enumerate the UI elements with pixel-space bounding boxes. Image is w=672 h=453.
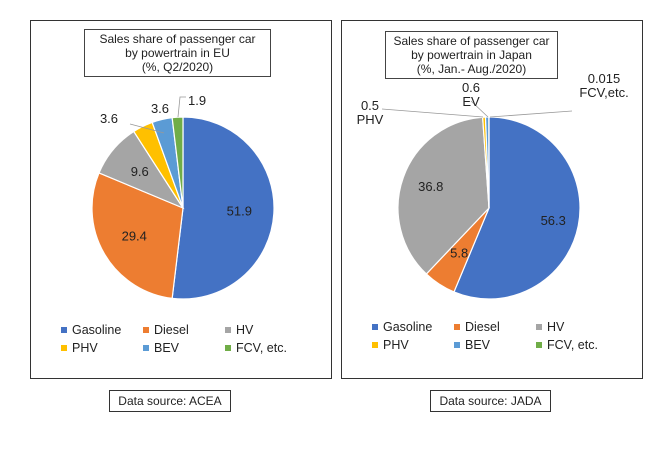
legend-label: HV [236, 323, 254, 337]
legend-item: HV [536, 320, 618, 334]
legend-row: Gasoline Diesel HV [61, 321, 307, 339]
data-label: 56.3 [541, 213, 566, 228]
pie-slice-fcv-etc [171, 116, 184, 209]
legend-swatch [454, 324, 460, 330]
legend-swatch [372, 342, 378, 348]
chart-title-line: Sales share of passenger car [393, 34, 550, 48]
leader-line [129, 123, 165, 134]
data-label: 0.6 EV [462, 80, 480, 109]
legend-eu: Gasoline Diesel HV PHV BEV FCV, etc. [61, 321, 307, 357]
pie-slice-hv [397, 116, 490, 275]
data-source-eu: Data source: ACEA [109, 390, 231, 412]
legend-label: PHV [72, 341, 98, 355]
pie-chart-eu: 51.9 29.4 9.6 3.6 3.6 1.9 [91, 93, 275, 300]
data-label: 1.9 [188, 93, 206, 108]
legend-label: Diesel [465, 320, 500, 334]
legend-label: FCV, etc. [236, 341, 287, 355]
chart-title-line: Sales share of passenger car [99, 32, 256, 46]
data-label: 5.8 [450, 246, 468, 261]
legend-item: Gasoline [61, 323, 143, 337]
pie-chart-japan: 56.3 5.8 36.8 0.5 PHV 0.6 EV 0.015 FCV,etc. [357, 71, 629, 300]
pie-slice-diesel [91, 172, 184, 300]
legend-swatch [372, 324, 378, 330]
legend-item: Gasoline [372, 320, 454, 334]
legend-item: FCV, etc. [225, 341, 307, 355]
legend-label: Gasoline [72, 323, 122, 337]
legend-label: BEV [465, 338, 491, 352]
legend-label: Gasoline [383, 320, 433, 334]
data-label: 3.6 [151, 101, 169, 116]
legend-swatch [225, 345, 231, 351]
chart-title-eu: Sales share of passenger car by powertra… [84, 29, 271, 77]
chart-title-line: by powertrain in EU [125, 46, 230, 60]
legend-swatch [61, 345, 67, 351]
chart-title-line: by powertrain in Japan [411, 48, 532, 62]
legend-item: PHV [372, 338, 454, 352]
legend-label: BEV [154, 341, 180, 355]
leader-line [470, 100, 489, 118]
data-label: 3.6 [100, 111, 118, 126]
legend-item: Diesel [454, 320, 536, 334]
legend-item: HV [225, 323, 307, 337]
legend-swatch [454, 342, 460, 348]
data-label: 9.6 [131, 164, 149, 179]
leader-line [381, 108, 484, 118]
legend-swatch [143, 345, 149, 351]
legend-item: PHV [61, 341, 143, 355]
chart-title-japan: Sales share of passenger car by powertra… [385, 31, 558, 79]
data-label: 51.9 [227, 203, 252, 218]
legend-label: HV [547, 320, 565, 334]
legend-swatch [536, 324, 542, 330]
data-label: 36.8 [418, 179, 443, 194]
legend-label: PHV [383, 338, 409, 352]
pie-slice-gasoline [171, 116, 275, 300]
legend-item: Diesel [143, 323, 225, 337]
legend-item: FCV, etc. [536, 338, 618, 352]
data-source-japan: Data source: JADA [430, 390, 551, 412]
pie-slice-gasoline [453, 116, 581, 300]
legend-label: FCV, etc. [547, 338, 598, 352]
legend-swatch [536, 342, 542, 348]
legend-swatch [225, 327, 231, 333]
legend-swatch [143, 327, 149, 333]
legend-label: Diesel [154, 323, 189, 337]
legend-swatch [61, 327, 67, 333]
legend-row: Gasoline Diesel HV [372, 318, 618, 336]
chart-panel-japan: Sales share of passenger car by powertra… [341, 20, 643, 379]
chart-title-line: (%, Jan.- Aug./2020) [416, 62, 527, 76]
legend-item: BEV [454, 338, 536, 352]
leader-line [177, 96, 186, 118]
chart-title-line: (%, Q2/2020) [141, 60, 214, 74]
legend-row: PHV BEV FCV, etc. [61, 339, 307, 357]
data-label: 0.015 FCV,etc. [579, 71, 628, 100]
legend-japan: Gasoline Diesel HV PHV BEV FCV, etc. [372, 318, 618, 354]
data-label: 29.4 [122, 228, 147, 243]
data-label: 0.5 PHV [357, 98, 384, 127]
leader-line [489, 110, 573, 118]
legend-item: BEV [143, 341, 225, 355]
chart-panel-eu: Sales share of passenger car by powertra… [30, 20, 332, 379]
legend-row: PHV BEV FCV, etc. [372, 336, 618, 354]
